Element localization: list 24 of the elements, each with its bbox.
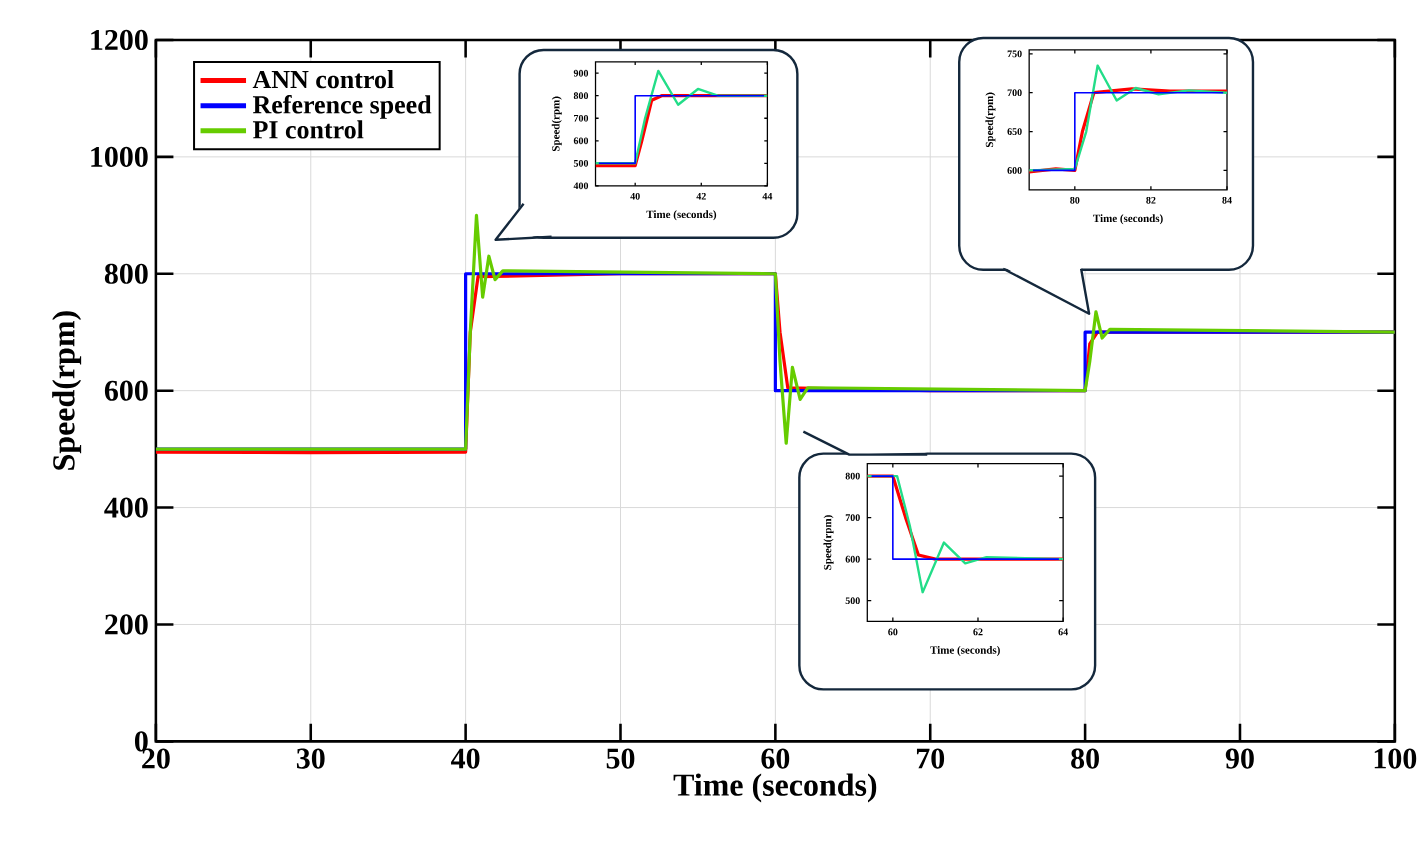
y-tick-label: 1200 [91, 30, 148, 51]
legend-label: Reference speed [252, 95, 432, 120]
x-tick-label: 40 [451, 748, 480, 769]
x-tick-label: 70 [916, 748, 945, 769]
legend-label: ANN control [252, 70, 394, 89]
y-tick-label: 200 [105, 614, 148, 635]
x-tick-label: 50 [606, 748, 635, 769]
y-tick-label: 800 [104, 264, 148, 285]
x-axis-title: Time (seconds) [673, 773, 877, 803]
legend-label: PI control [252, 120, 364, 139]
y-tick-label: 1000 [91, 147, 148, 168]
x-tick-label: 100 [1374, 748, 1417, 769]
x-tick-label: 30 [296, 748, 325, 769]
y-tick-label: 400 [104, 497, 148, 519]
x-tick-label: 60 [761, 748, 790, 769]
x-tick-label: 20 [142, 748, 170, 769]
line-series [1029, 64, 1227, 172]
line-series [867, 475, 1064, 594]
x-tick-label: 90 [1225, 748, 1254, 769]
line-series [155, 214, 1395, 452]
y-axis-title: Speed(rpm) [52, 311, 82, 471]
y-tick-label: 600 [104, 380, 148, 402]
y-tick-label: 0 [134, 731, 148, 752]
x-tick-label: 80 [1071, 748, 1099, 769]
